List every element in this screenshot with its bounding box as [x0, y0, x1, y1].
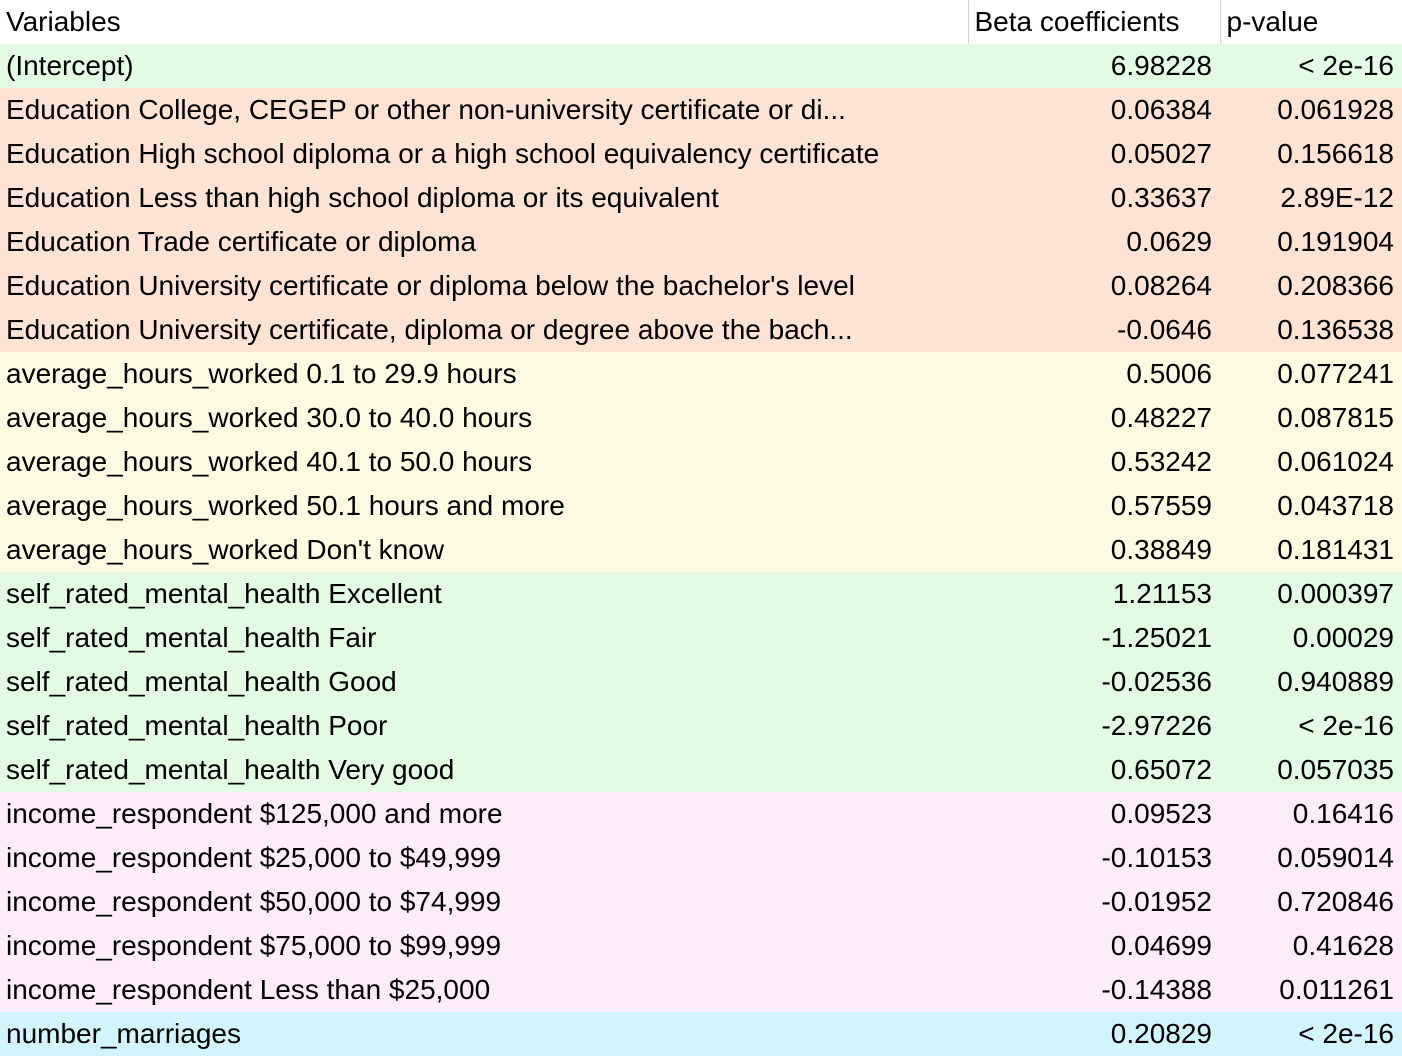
- beta-cell: -0.14388: [1101, 974, 1212, 1005]
- variable-cell: Education Trade certificate or diploma: [6, 226, 477, 257]
- beta-cell: 0.08264: [1110, 270, 1212, 301]
- variable-cell: income_respondent Less than $25,000: [6, 974, 491, 1005]
- beta-cell: -1.25021: [1101, 622, 1212, 653]
- variable-cell: self_rated_mental_health Good: [6, 666, 397, 697]
- variable-cell: Education University certificate, diplom…: [6, 314, 853, 345]
- p-value-cell: 0.940889: [1277, 666, 1394, 697]
- p-value-cell: 0.720846: [1277, 886, 1394, 917]
- p-value-cell: 0.181431: [1277, 534, 1394, 565]
- beta-cell: -0.0646: [1117, 314, 1212, 345]
- beta-cell: -0.02536: [1101, 666, 1212, 697]
- beta-cell: 0.0629: [1126, 226, 1212, 257]
- variable-cell: income_respondent $125,000 and more: [6, 798, 503, 829]
- table-row: average_hours_worked 40.1 to 50.0 hours …: [0, 440, 1402, 484]
- table-body: (Intercept) 6.98228 < 2e-16 Education Co…: [0, 44, 1402, 1056]
- p-value-cell: 0.011261: [1279, 974, 1394, 1005]
- table-row: self_rated_mental_health Poor -2.97226 <…: [0, 704, 1402, 748]
- variable-cell: self_rated_mental_health Very good: [6, 754, 455, 785]
- beta-cell: 0.04699: [1110, 930, 1212, 961]
- table-row: average_hours_worked 30.0 to 40.0 hours …: [0, 396, 1402, 440]
- beta-cell: -2.97226: [1101, 710, 1212, 741]
- variable-cell: average_hours_worked 0.1 to 29.9 hours: [6, 358, 517, 389]
- beta-cell: 0.05027: [1110, 138, 1212, 169]
- p-value-cell: 0.061024: [1277, 446, 1394, 477]
- variable-cell: average_hours_worked 50.1 hours and more: [6, 490, 565, 521]
- header-p-value: p-value: [1219, 0, 1402, 44]
- table-row: self_rated_mental_health Good -0.02536 0…: [0, 660, 1402, 704]
- table-row: average_hours_worked 50.1 hours and more…: [0, 484, 1402, 528]
- p-value-cell: 0.41628: [1292, 930, 1394, 961]
- beta-cell: 0.65072: [1110, 754, 1212, 785]
- beta-cell: 0.5006: [1126, 358, 1212, 389]
- p-value-cell: 0.043718: [1277, 490, 1394, 521]
- variable-cell: average_hours_worked 30.0 to 40.0 hours: [6, 402, 533, 433]
- variable-cell: income_respondent $25,000 to $49,999: [6, 842, 502, 873]
- variable-cell: self_rated_mental_health Poor: [6, 710, 388, 741]
- variable-cell: self_rated_mental_health Excellent: [6, 578, 442, 609]
- p-value-cell: 0.00029: [1292, 622, 1394, 653]
- variable-cell: average_hours_worked Don't know: [6, 534, 445, 565]
- p-value-cell: 0.057035: [1277, 754, 1394, 785]
- table-row: Education College, CEGEP or other non-un…: [0, 88, 1402, 132]
- table-row: Education University certificate, diplom…: [0, 308, 1402, 352]
- beta-cell: -0.01952: [1101, 886, 1212, 917]
- table-row: income_respondent $125,000 and more 0.09…: [0, 792, 1402, 836]
- p-value-cell: < 2e-16: [1298, 710, 1394, 741]
- variable-cell: (Intercept): [6, 50, 134, 81]
- table-row: Education Less than high school diploma …: [0, 176, 1402, 220]
- variable-cell: Education College, CEGEP or other non-un…: [6, 94, 846, 125]
- beta-cell: 0.53242: [1110, 446, 1212, 477]
- table-row: self_rated_mental_health Very good 0.650…: [0, 748, 1402, 792]
- beta-cell: 0.38849: [1110, 534, 1212, 565]
- p-value-cell: 0.059014: [1277, 842, 1394, 873]
- table-row: Education Trade certificate or diploma 0…: [0, 220, 1402, 264]
- p-value-cell: 0.156618: [1277, 138, 1394, 169]
- variable-cell: average_hours_worked 40.1 to 50.0 hours: [6, 446, 533, 477]
- beta-cell: 0.09523: [1110, 798, 1212, 829]
- table-row: average_hours_worked Don't know 0.38849 …: [0, 528, 1402, 572]
- p-value-cell: 2.89E-12: [1280, 182, 1394, 213]
- beta-cell: 0.06384: [1110, 94, 1212, 125]
- table-row: Education High school diploma or a high …: [0, 132, 1402, 176]
- beta-cell: 0.57559: [1110, 490, 1212, 521]
- header-variables: Variables: [6, 6, 121, 37]
- variable-cell: number_marriages: [6, 1018, 241, 1049]
- beta-cell: 1.21153: [1112, 578, 1212, 609]
- p-value-cell: 0.061928: [1277, 94, 1394, 125]
- beta-cell: -0.10153: [1101, 842, 1212, 873]
- table-row: Education University certificate or dipl…: [0, 264, 1402, 308]
- p-value-cell: 0.136538: [1277, 314, 1394, 345]
- p-value-cell: < 2e-16: [1298, 1018, 1394, 1049]
- table-row: average_hours_worked 0.1 to 29.9 hours 0…: [0, 352, 1402, 396]
- table-row: income_respondent $25,000 to $49,999 -0.…: [0, 836, 1402, 880]
- variable-cell: Education University certificate or dipl…: [6, 270, 855, 301]
- table-row: income_respondent $50,000 to $74,999 -0.…: [0, 880, 1402, 924]
- beta-cell: 0.33637: [1110, 182, 1212, 213]
- variable-cell: Education High school diploma or a high …: [6, 138, 880, 169]
- table-row: (Intercept) 6.98228 < 2e-16: [0, 44, 1402, 88]
- p-value-cell: 0.077241: [1277, 358, 1394, 389]
- table-row: income_respondent $75,000 to $99,999 0.0…: [0, 924, 1402, 968]
- p-value-cell: 0.000397: [1277, 578, 1394, 609]
- p-value-cell: 0.087815: [1277, 402, 1394, 433]
- variable-cell: self_rated_mental_health Fair: [6, 622, 377, 653]
- p-value-cell: 0.208366: [1277, 270, 1394, 301]
- variable-cell: income_respondent $75,000 to $99,999: [6, 930, 502, 961]
- header-beta-coefficients: Beta coefficients: [967, 0, 1220, 44]
- variable-cell: income_respondent $50,000 to $74,999: [6, 886, 502, 917]
- table-row: number_marriages 0.20829 < 2e-16: [0, 1012, 1402, 1056]
- beta-cell: 0.20829: [1110, 1018, 1212, 1049]
- table-row: income_respondent Less than $25,000 -0.1…: [0, 968, 1402, 1012]
- variable-cell: Education Less than high school diploma …: [6, 182, 719, 213]
- beta-cell: 0.48227: [1110, 402, 1212, 433]
- p-value-cell: < 2e-16: [1298, 50, 1394, 81]
- p-value-cell: 0.191904: [1277, 226, 1394, 257]
- header-row: Variables Beta coefficients p-value: [0, 0, 1402, 44]
- table-row: self_rated_mental_health Fair -1.25021 0…: [0, 616, 1402, 660]
- beta-cell: 6.98228: [1110, 50, 1212, 81]
- table-row: self_rated_mental_health Excellent 1.211…: [0, 572, 1402, 616]
- p-value-cell: 0.16416: [1292, 798, 1394, 829]
